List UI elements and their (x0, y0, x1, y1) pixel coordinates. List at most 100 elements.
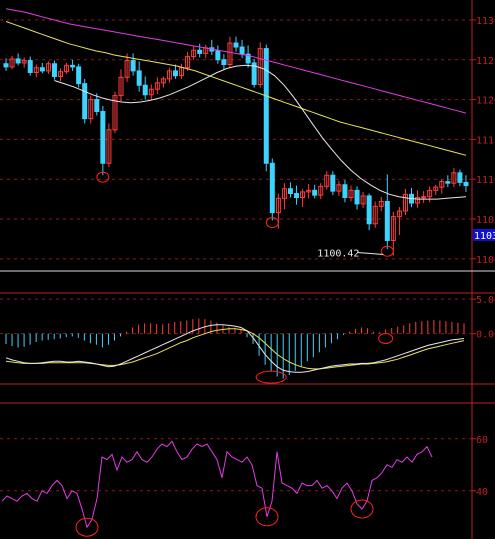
candle-up (318, 185, 324, 196)
candle-up (306, 189, 312, 193)
candle-up (154, 82, 160, 90)
candle-down (130, 60, 136, 72)
candle-up (324, 174, 330, 187)
y-tick-label: 0.00 (476, 330, 495, 341)
candle-up (191, 49, 197, 58)
candle-down (3, 63, 9, 68)
candle-up (9, 58, 15, 68)
candle-down (366, 195, 372, 225)
annotation-leader (357, 251, 384, 255)
candle-up (372, 205, 378, 225)
candle-down (70, 64, 76, 68)
oscillator-panel (1, 440, 433, 537)
candle-up (390, 216, 396, 242)
candle-up (185, 56, 191, 69)
y-tick-label: 1100 (476, 255, 495, 266)
candle-down (197, 49, 203, 54)
candle-up (300, 191, 306, 199)
candle-up (451, 172, 457, 184)
candle-down (312, 189, 318, 196)
candle-up (21, 60, 27, 64)
candle-down (136, 70, 142, 86)
grid-lines (0, 19, 472, 492)
ma-slow-line (5, 8, 467, 114)
candle-up (45, 63, 51, 72)
candle-up (378, 200, 384, 207)
candle-up (421, 196, 427, 199)
candle-down (330, 174, 336, 192)
y-tick-label: 1115 (476, 135, 495, 146)
candle-down (221, 59, 227, 66)
low-marker-circle (265, 217, 279, 229)
candle-up (33, 67, 39, 73)
y-tick-label: 1130 (476, 16, 495, 27)
candle-down (39, 67, 45, 72)
candle-down (245, 53, 251, 64)
candle-down (142, 84, 148, 96)
candle-down (239, 46, 245, 55)
candle-up (88, 99, 94, 120)
current-price-tag (473, 228, 495, 241)
price-panel: 1100.42 (3, 8, 469, 259)
oscillator-marker-circle (350, 499, 374, 519)
y-tick-label: 60 (476, 435, 488, 446)
candle-down (51, 63, 57, 77)
y-tick-label: 5.00 (476, 295, 495, 306)
candle-up (160, 78, 166, 84)
y-tick-label: 1125 (476, 56, 495, 67)
low-price-annotation: 1100.42 (317, 248, 359, 259)
candle-up (336, 184, 342, 192)
low-marker-circle (96, 171, 110, 183)
candle-down (27, 60, 33, 73)
candle-down (294, 193, 300, 199)
oscillator-line (1, 440, 433, 529)
macd-dea-line (5, 328, 465, 370)
y-tick-label: 1120 (476, 96, 495, 107)
candle-down (384, 200, 390, 242)
candle-up (402, 193, 408, 212)
candle-down (445, 181, 451, 184)
macd-dif-line (5, 324, 465, 373)
candle-up (281, 188, 287, 199)
candle-up (57, 71, 63, 77)
current-price-label: 1103 (474, 231, 495, 242)
candle-up (427, 189, 433, 198)
candle-down (342, 184, 348, 199)
candle-up (415, 197, 421, 204)
macd-panel (5, 318, 465, 384)
candle-up (275, 197, 281, 214)
candle-up (433, 186, 439, 191)
oscillator-marker-circle (75, 517, 99, 537)
candle-down (172, 70, 178, 77)
low-marker-circle (380, 245, 394, 257)
ma-mid-line (5, 21, 467, 156)
candle-down (15, 58, 21, 64)
macd-marker-circle (255, 370, 287, 384)
candle-up (439, 181, 445, 188)
candle-up (124, 60, 130, 78)
candle-up (396, 210, 402, 218)
candle-down (251, 62, 257, 85)
candle-up (227, 42, 233, 66)
candle-up (106, 129, 112, 164)
candle-down (263, 48, 269, 164)
candle-down (233, 42, 239, 48)
oscillator-marker-circle (255, 507, 279, 527)
candle-up (166, 70, 172, 80)
candle-up (118, 76, 124, 97)
candle-down (76, 66, 82, 85)
candle-up (360, 195, 366, 205)
candle-down (94, 99, 100, 113)
y-tick-label: 40 (476, 487, 488, 498)
candle-up (148, 88, 154, 96)
candle-down (100, 111, 106, 164)
candle-up (348, 189, 354, 199)
candle-down (354, 189, 360, 205)
ma-fast-line (54, 64, 467, 200)
candle-down (215, 50, 221, 61)
